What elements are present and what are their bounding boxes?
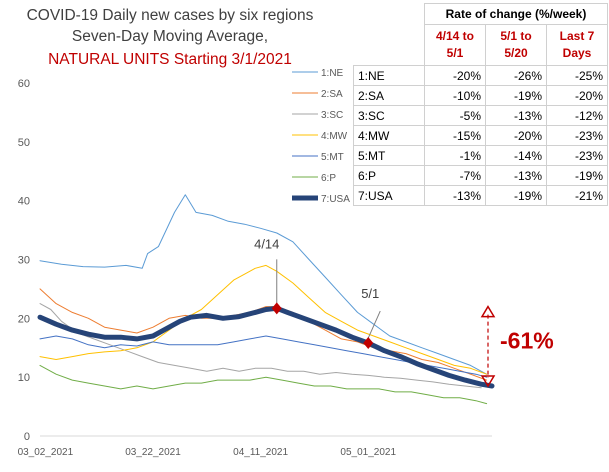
table-cell-region: 1:NE [353,65,425,86]
series-line-sa [39,288,488,381]
table-header-row: 4/14 to 5/1 5/1 to 5/20 Last 7 Days [354,24,608,66]
table-cell: -26% [485,65,547,86]
series-line-usa [37,305,495,389]
y-tick-label: 50 [18,137,30,149]
legend-label: 4:MW [321,131,348,142]
drop-percent-label: -61% [500,327,554,353]
table-row: 2:SA -10% -19% -20% [353,85,608,106]
table-cell: -15% [424,125,486,146]
x-tick-label: 04_11_2021 [233,447,288,458]
table-cell: -19% [485,85,547,106]
table-corner [354,4,425,25]
y-tick-label: 60 [18,78,30,90]
table-cell-region: 5:MT [353,145,425,166]
y-tick-label: 10 [18,372,30,384]
table-title: Rate of change (%/week) [424,3,608,25]
x-tick-label: 03_22_2021 [125,447,181,458]
legend-label: 2:SA [321,89,343,100]
table-cell: -20% [546,85,608,106]
drop-arrow-head-down [480,375,496,388]
legend-label: 1:NE [321,68,344,79]
series-line-mw [39,264,488,375]
table-cell-region: 7:USA [353,185,425,206]
table-cell-region: 6:P [353,165,425,186]
chart-title-line-3: NATURAL UNITS Starting 3/1/2021 [48,51,292,68]
table-col-1-header: 4/14 to 5/1 [424,24,486,66]
table-row: 4:MW -15% -20% -23% [353,125,608,146]
series-line-mt [39,335,488,378]
series-line-ne [39,194,488,375]
legend-label: 5:MT [321,152,344,163]
x-tick-label: 05_01_2021 [340,447,396,458]
rate-of-change-table: Rate of change (%/week) 4/14 to 5/1 5/1 … [353,3,608,206]
chart-title-line-2-text: Seven-Day Moving Average [71,28,264,45]
table-cell: -20% [424,65,486,86]
table-row: 5:MT -1% -14% -23% [353,145,608,166]
legend-label: 7:USA [321,194,350,205]
table-cell: -19% [485,185,547,206]
legend-label: 6:P [321,173,336,184]
callout-label: 5/1 [361,286,379,301]
table-cell: -23% [546,145,608,166]
table-cell: -23% [546,125,608,146]
callout-leader [367,310,381,339]
table-row: 1:NE -20% -26% -25% [353,65,608,86]
data-marker [363,337,374,350]
table-col-2-header: 5/1 to 5/20 [485,24,547,66]
table-cell: -13% [485,165,547,186]
table-cell: -13% [485,105,547,126]
table-cell: -21% [546,185,608,206]
y-tick-label: 20 [18,313,30,325]
table-cell-region: 4:MW [353,125,425,146]
table-cell: -7% [424,165,486,186]
data-marker [271,302,282,315]
x-tick-label: 03_02_2021 [18,447,74,458]
chart-title-line-2-comma: , [263,28,269,45]
series-line-sc [39,303,482,389]
table-cell-region: 3:SC [353,105,425,126]
table-row: 7:USA -13% -19% -21% [353,185,608,206]
table-col-3-header: Last 7 Days [546,24,608,66]
table-cell: -10% [424,85,486,106]
table-cell: -5% [424,105,486,126]
table-corner-2 [354,25,425,66]
legend-label: 3:SC [321,110,343,121]
table-row: 6:P -7% -13% -19% [353,165,608,186]
table-cell: -25% [546,65,608,86]
y-tick-label: 40 [18,196,30,208]
table-cell: -14% [485,145,547,166]
table-row: 3:SC -5% -13% -12% [353,105,608,126]
table-cell: -1% [424,145,486,166]
y-tick-label: 30 [18,255,30,267]
table-cell: -13% [424,185,486,206]
drop-arrow-head-up [480,305,496,318]
table-cell: -20% [485,125,547,146]
y-tick-label: 0 [24,431,30,443]
chart-title-line-1: COVID-19 Daily new cases by six regions [26,7,314,24]
table-title-row: Rate of change (%/week) [354,3,608,25]
table-cell: -12% [546,105,608,126]
table-cell: -19% [546,165,608,186]
callout-label: 4/14 [254,236,279,251]
table-cell-region: 2:SA [353,85,425,106]
chart-title-line-2: Seven-Day Moving Average, [0,28,340,46]
series-line-p [39,364,488,405]
